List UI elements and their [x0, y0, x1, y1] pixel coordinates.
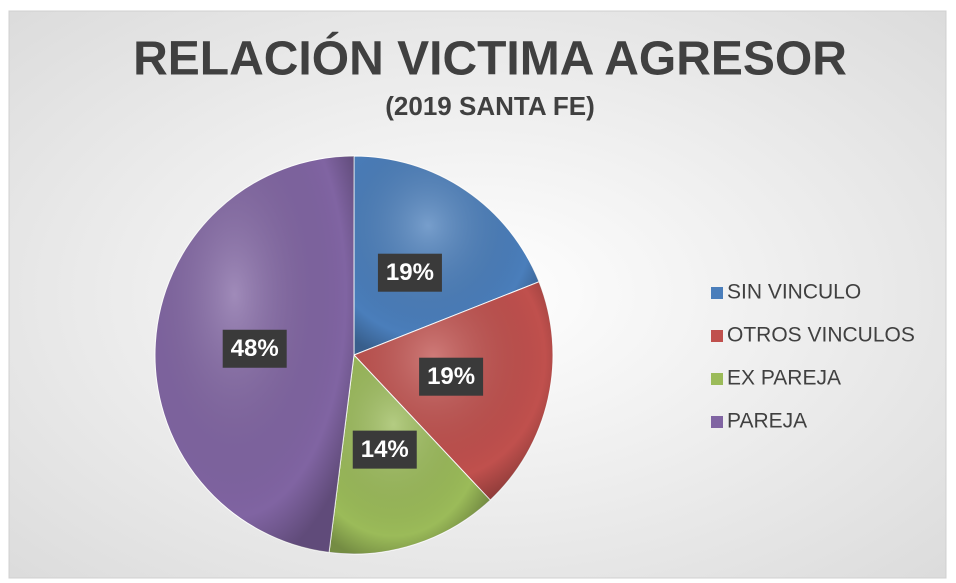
legend-marker: [711, 416, 723, 428]
legend: SIN VINCULO OTROS VINCULOS EX PAREJA PAREJA: [711, 281, 915, 433]
data-label: 14%: [352, 430, 417, 469]
chart-subtitle: (2019 SANTA FE): [385, 91, 595, 121]
data-label-box: [352, 430, 417, 469]
legend-marker: [711, 373, 723, 385]
data-label: 19%: [419, 357, 484, 396]
data-label-text: 19%: [427, 363, 475, 390]
legend-label: PAREJA: [727, 410, 807, 433]
legend-marker: [711, 330, 723, 342]
legend-label: EX PAREJA: [727, 367, 841, 390]
chart-title: RELACIÓN VICTIMA AGRESOR: [133, 31, 847, 86]
data-label-box: [419, 357, 484, 396]
legend-marker: [711, 287, 723, 299]
data-label-box: [377, 253, 442, 292]
data-label-text: 19%: [386, 259, 434, 286]
data-label-text: 48%: [231, 335, 279, 362]
pie: [154, 155, 554, 555]
data-label-box: [222, 329, 287, 368]
data-label: 48%: [222, 329, 287, 368]
data-label-text: 14%: [361, 436, 409, 463]
legend-label: SIN VINCULO: [727, 281, 861, 304]
data-labels: 19% 19% 14% 48%: [222, 253, 484, 469]
data-label: 19%: [377, 253, 442, 292]
legend-label: OTROS VINCULOS: [727, 324, 915, 347]
